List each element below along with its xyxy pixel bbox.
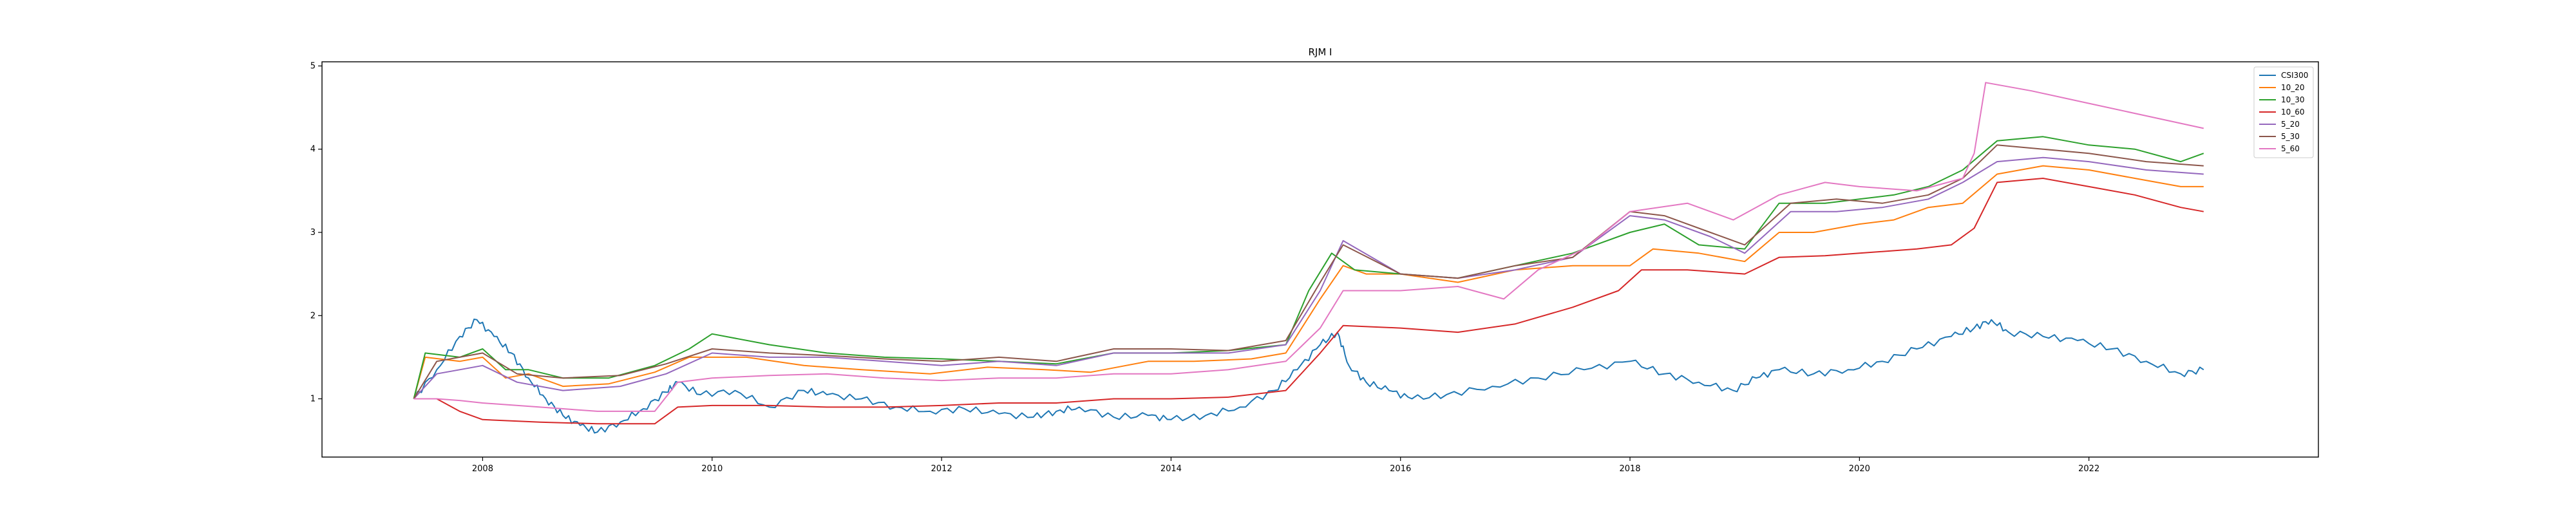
y-tick-label: 3 — [310, 228, 316, 238]
x-tick-label: 2008 — [472, 464, 493, 474]
legend-label-10_20: 10_20 — [2281, 83, 2305, 92]
legend-label-5_20: 5_20 — [2281, 120, 2300, 129]
legend-label-10_30: 10_30 — [2281, 95, 2305, 104]
plot-area — [413, 82, 2204, 434]
x-tick-label: 2012 — [931, 464, 952, 474]
series-layer — [413, 82, 2204, 434]
legend-label-5_60: 5_60 — [2281, 144, 2300, 153]
x-tick-label: 2020 — [1849, 464, 1870, 474]
x-tick-label: 2014 — [1160, 464, 1182, 474]
legend-label-10_60: 10_60 — [2281, 108, 2305, 117]
series-line-5_20 — [413, 156, 2204, 400]
legend: CSI300 10_20 10_30 10_60 5_20 5_30 5_60 — [2253, 66, 2314, 158]
x-tick-label: 2010 — [701, 464, 723, 474]
y-axis: 1 2 3 4 5 — [310, 61, 322, 404]
series-line-CSI300 — [413, 318, 2204, 434]
y-tick-label: 5 — [310, 61, 316, 71]
legend-label-5_30: 5_30 — [2281, 132, 2300, 141]
y-tick-label: 2 — [310, 311, 316, 321]
series-line-5_60 — [413, 82, 2204, 412]
y-tick-label: 1 — [310, 395, 316, 404]
axes-frame — [321, 61, 2319, 458]
x-tick-label: 2018 — [1619, 464, 1640, 474]
chart-title: RJM I — [1309, 46, 1332, 58]
legend-label-CSI300: CSI300 — [2281, 71, 2308, 80]
series-line-10_20 — [413, 165, 2204, 399]
series-line-5_30 — [413, 144, 2204, 400]
series-line-10_60 — [413, 178, 2204, 425]
y-tick-label: 4 — [310, 145, 316, 154]
x-axis: 2008 2010 2012 2014 2016 2018 2020 2022 — [472, 457, 2099, 474]
x-tick-label: 2022 — [2078, 464, 2099, 474]
x-tick-label: 2016 — [1390, 464, 1411, 474]
legend-box — [2253, 66, 2314, 158]
